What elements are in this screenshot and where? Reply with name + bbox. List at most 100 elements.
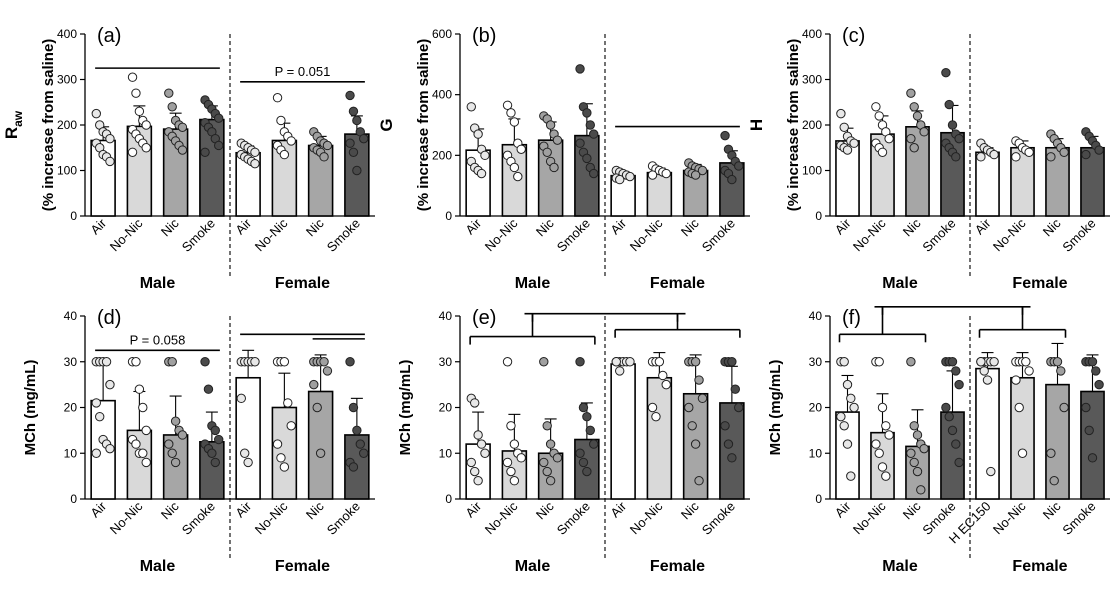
y-tick-label: 40 [64,309,78,323]
y-tick-label: 100 [57,164,77,178]
category-label: Nic [533,498,557,522]
data-point [552,453,563,463]
y-axis-title: MCh (mg/mL) [397,360,414,456]
data-point [906,88,916,98]
category-label: Smoke [699,216,738,255]
data-point [286,136,296,146]
y-axis-title-main: MCh (mg/mL) [22,360,39,456]
data-point [167,357,177,367]
data-point [167,102,177,112]
data-point [842,379,853,390]
data-point [1014,402,1024,413]
category-label: Air [607,215,629,237]
y-tick-label: 20 [439,401,453,415]
data-point [916,485,926,495]
group-label-male: Male [882,558,918,575]
data-point [1094,145,1104,155]
data-point [214,140,224,151]
data-point [250,147,260,158]
data-point [734,161,744,171]
y-tick-label: 300 [802,73,822,87]
data-point [684,402,694,413]
category-label: Air [232,215,254,237]
category-label: Air [87,215,109,237]
data-point [658,370,668,381]
y-tick-label: 600 [432,27,452,41]
y-tick-label: 40 [439,309,453,323]
data-point [502,357,513,367]
y-tick-label: 20 [809,401,823,415]
data-point [101,357,112,367]
data-point [545,120,556,130]
y-axis-unit: (% increase from saline) [415,39,432,212]
category-label: No-Nic [107,215,146,254]
y-axis-title-main: H [747,119,766,131]
data-point [1084,425,1094,436]
data-point [91,398,101,408]
bar [975,367,1000,500]
data-point [170,416,181,426]
group-label-female: Female [650,275,705,292]
data-point [243,457,253,468]
category-label: Nic [678,498,702,522]
category-label: Air [87,498,109,520]
data-point [589,168,599,179]
data-point [1011,152,1021,162]
data-point [727,453,737,463]
data-point [884,133,894,144]
data-point [164,88,174,98]
data-point [545,439,556,449]
data-point [319,152,329,162]
data-point [1049,476,1059,486]
data-point [105,156,115,167]
data-point [170,457,181,468]
data-point [552,135,563,145]
data-point [141,143,151,153]
data-point [506,466,516,477]
group-label-male: Male [515,275,551,292]
category-label: No-Nic [107,498,146,537]
data-point [513,171,523,182]
data-point [842,145,853,155]
y-tick-label: 30 [439,355,453,369]
data-point [214,113,224,123]
category-label: No-Nic [627,498,666,537]
data-point [1081,402,1091,413]
data-point [615,366,625,376]
data-point [986,466,996,477]
data-point [1056,366,1066,376]
category-label: Air [462,215,484,237]
y-tick-label: 200 [432,148,452,162]
data-point [697,165,708,176]
data-point [575,357,585,367]
category-label: No-Nic [252,215,291,254]
data-point [506,421,516,431]
data-point [236,393,246,404]
y-tick-label: 0 [70,492,77,506]
data-point [884,430,894,440]
data-point [625,357,635,367]
category-label: Nic [303,215,327,239]
data-point [134,106,145,117]
category-label: Smoke [324,216,363,255]
data-point [839,357,849,367]
data-point [177,430,188,440]
data-point [839,122,849,132]
data-point [909,102,919,112]
data-point [582,466,592,477]
category-label: Smoke [179,499,218,538]
y-tick-label: 300 [57,73,77,87]
data-point [509,162,520,173]
data-point [345,357,355,367]
data-point [506,108,516,118]
data-point [954,379,964,390]
data-point [466,457,476,468]
y-axis-title-subscript: aw [11,110,25,127]
data-point [951,366,961,376]
data-point [944,411,954,422]
data-point [694,476,704,486]
data-point [730,384,740,394]
data-point [542,421,552,431]
